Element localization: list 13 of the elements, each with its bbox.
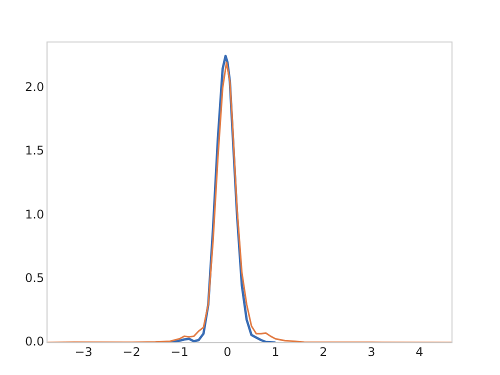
y-tick-label: 1.5 bbox=[24, 144, 44, 158]
x-tick-label: −1 bbox=[170, 344, 188, 359]
y-tick-label: 0.5 bbox=[24, 271, 44, 286]
x-tick-label: −3 bbox=[74, 344, 92, 359]
x-tick-label: 2 bbox=[320, 344, 328, 359]
x-tick-label: 3 bbox=[368, 344, 376, 359]
y-tick-label: 1.0 bbox=[24, 207, 44, 222]
x-tick-label: −2 bbox=[122, 344, 140, 359]
y-tick-label: 0.0 bbox=[24, 334, 44, 349]
x-tick-label: 1 bbox=[272, 344, 280, 359]
x-tick-label: 0 bbox=[224, 344, 232, 359]
x-tick-label: 4 bbox=[416, 344, 424, 359]
y-tick-label: 2.0 bbox=[24, 80, 44, 94]
